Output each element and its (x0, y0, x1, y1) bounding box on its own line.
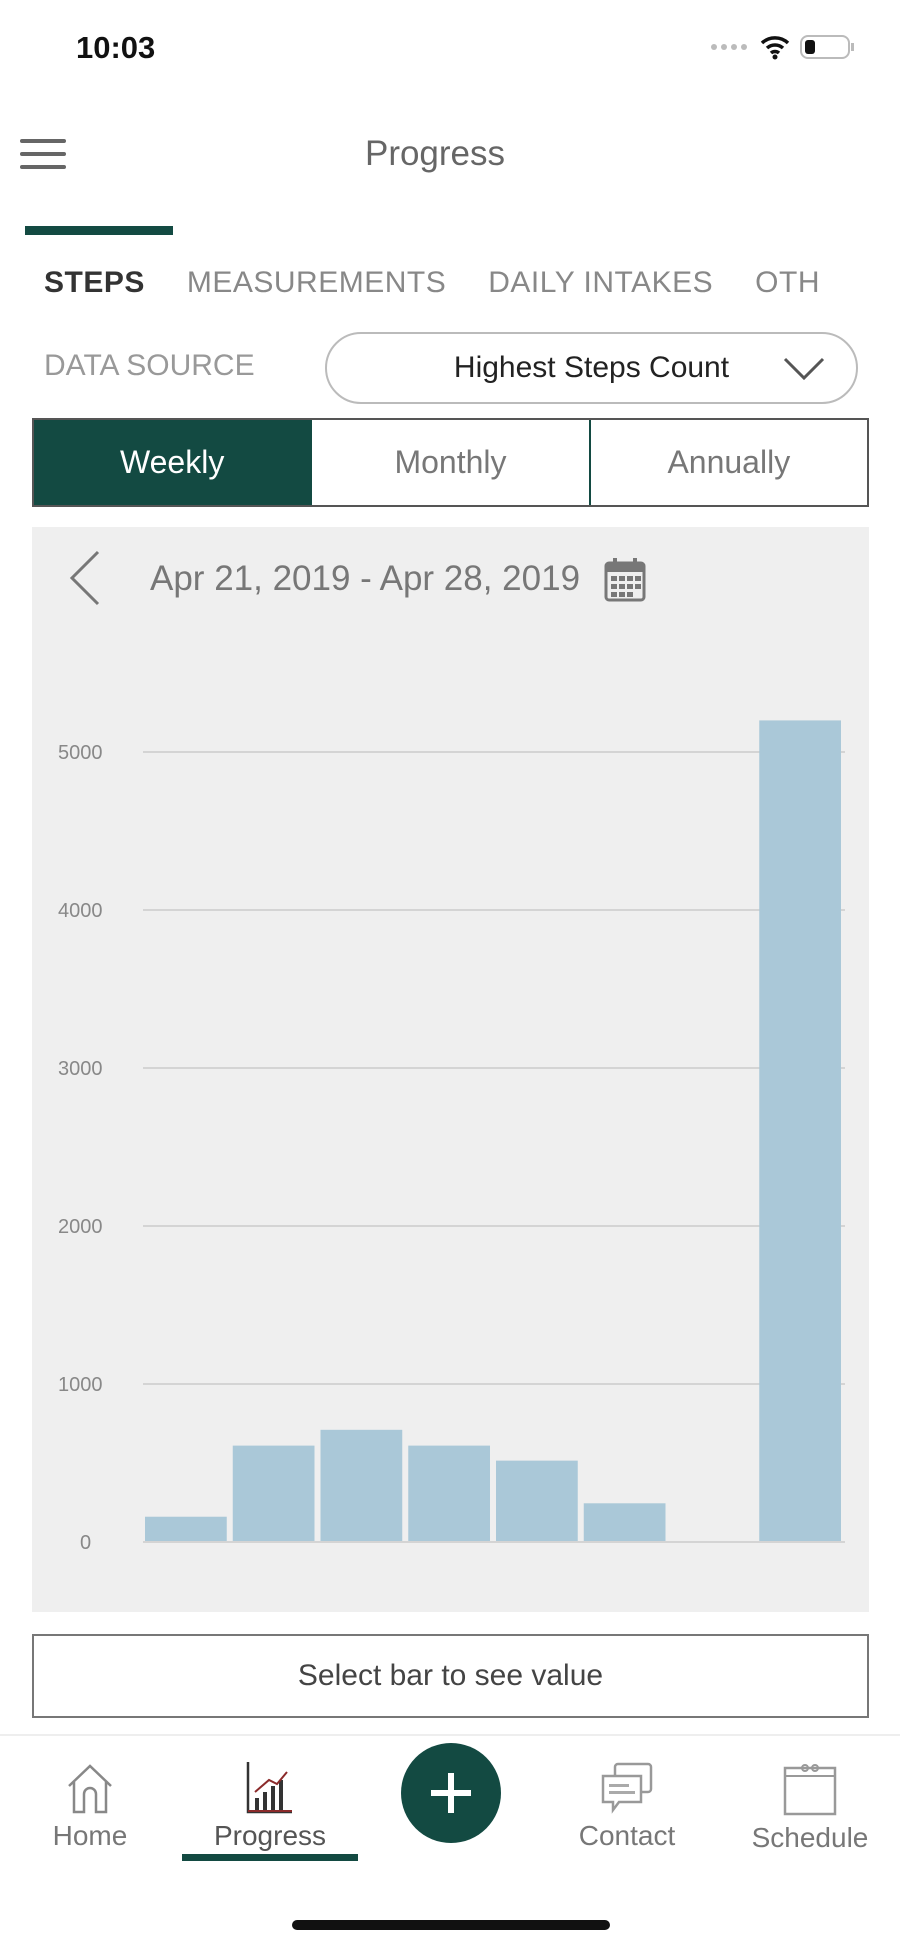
nav-schedule-label: Schedule (751, 1822, 869, 1853)
chart-panel (32, 527, 869, 1612)
y-tick-label: 0 (80, 1532, 91, 1554)
period-monthly[interactable]: Monthly (310, 420, 588, 505)
nav-home[interactable]: Home (30, 1762, 150, 1852)
status-time: 10:03 (76, 30, 156, 65)
home-indicator (292, 1920, 610, 1930)
chevron-down-icon (783, 357, 825, 381)
bar-3[interactable] (320, 1429, 403, 1542)
tab-daily-intakes[interactable]: DAILY INTAKES (488, 266, 714, 299)
plus-icon (431, 1773, 471, 1813)
previous-period-icon[interactable] (64, 548, 104, 608)
bar-8[interactable] (759, 720, 841, 1542)
period-weekly[interactable]: Weekly (34, 420, 311, 505)
y-tick-label: 5000 (58, 742, 103, 764)
signal-icon (711, 44, 747, 50)
tab-measurements[interactable]: MEASUREMENTS (186, 266, 447, 299)
data-source-value: Highest Steps Count (453, 351, 730, 384)
bar-2[interactable] (232, 1445, 315, 1542)
nav-home-label: Home (52, 1820, 128, 1851)
nav-progress-label: Progress (213, 1820, 327, 1851)
nav-schedule[interactable]: Schedule (750, 1762, 870, 1854)
period-annually[interactable]: Annually (588, 420, 867, 505)
chart-icon (246, 1762, 292, 1814)
bar-1[interactable] (145, 1516, 227, 1542)
steps-bar-chart: 0 1000 2000 3000 4000 5000 (58, 720, 845, 1554)
home-icon (68, 1764, 112, 1814)
nav-contact[interactable]: Contact (567, 1762, 687, 1852)
y-tick-label: 1000 (58, 1374, 103, 1396)
category-tabs: STEPS MEASUREMENTS DAILY INTAKES OTH (44, 266, 820, 300)
data-source-label: DATA SOURCE (44, 349, 255, 382)
chat-icon (601, 1762, 653, 1814)
wifi-icon (760, 36, 790, 60)
nav-divider (0, 1734, 900, 1736)
data-source-dropdown[interactable]: Highest Steps Count (325, 332, 858, 404)
select-hint: Select bar to see value (297, 1659, 604, 1692)
period-selector: Weekly Monthly Annually (32, 418, 869, 507)
calendar-outline-icon (783, 1764, 837, 1816)
page-title: Progress (364, 134, 506, 173)
selected-value-box: Select bar to see value (32, 1634, 869, 1718)
y-tick-label: 2000 (58, 1216, 103, 1238)
bar-4[interactable] (408, 1445, 490, 1542)
nav-progress[interactable]: Progress (210, 1762, 330, 1852)
calendar-icon[interactable] (604, 556, 646, 602)
tab-steps[interactable]: STEPS (44, 266, 145, 299)
menu-icon[interactable] (20, 136, 66, 172)
bar-5[interactable] (496, 1460, 578, 1542)
date-range: Apr 21, 2019 - Apr 28, 2019 (150, 556, 646, 602)
bar-6[interactable] (583, 1503, 666, 1542)
tab-other[interactable]: OTH (755, 266, 820, 299)
y-tick-label: 4000 (58, 900, 103, 922)
date-range-text: Apr 21, 2019 - Apr 28, 2019 (150, 559, 581, 598)
nav-contact-label: Contact (578, 1820, 676, 1851)
status-icons (710, 34, 856, 60)
nav-active-indicator (182, 1854, 358, 1861)
battery-icon (800, 35, 854, 59)
add-button[interactable] (401, 1743, 501, 1843)
active-tab-indicator (25, 226, 173, 235)
y-tick-label: 3000 (58, 1058, 103, 1080)
